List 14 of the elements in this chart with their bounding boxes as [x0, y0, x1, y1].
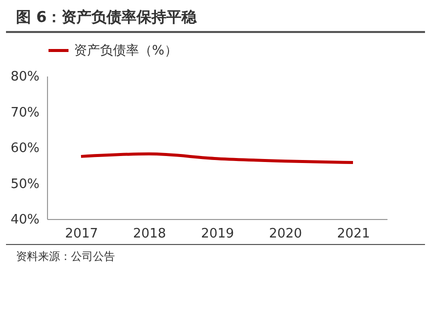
y-tick-label: 80%	[10, 70, 40, 84]
y-tick-label: 40%	[10, 212, 40, 228]
line-series	[80, 152, 354, 164]
text: 资料来源：公司公告	[6, 244, 425, 268]
y-tick-label: 60%	[10, 141, 40, 156]
y-tick-label: 50%	[10, 176, 40, 192]
x-tick-label: 2018	[132, 226, 166, 242]
x-tick-label: 2017	[64, 226, 98, 242]
x-tick-label: 2019	[200, 226, 234, 242]
chart-title: 图 6：资产负债率保持平稳	[6, 0, 425, 33]
x-tick-label: 2020	[268, 226, 302, 242]
y-tick-label: 70%	[10, 105, 40, 120]
x-tick-label: 2021	[336, 226, 370, 242]
legend-label: 资产负债率（%）	[74, 42, 178, 58]
